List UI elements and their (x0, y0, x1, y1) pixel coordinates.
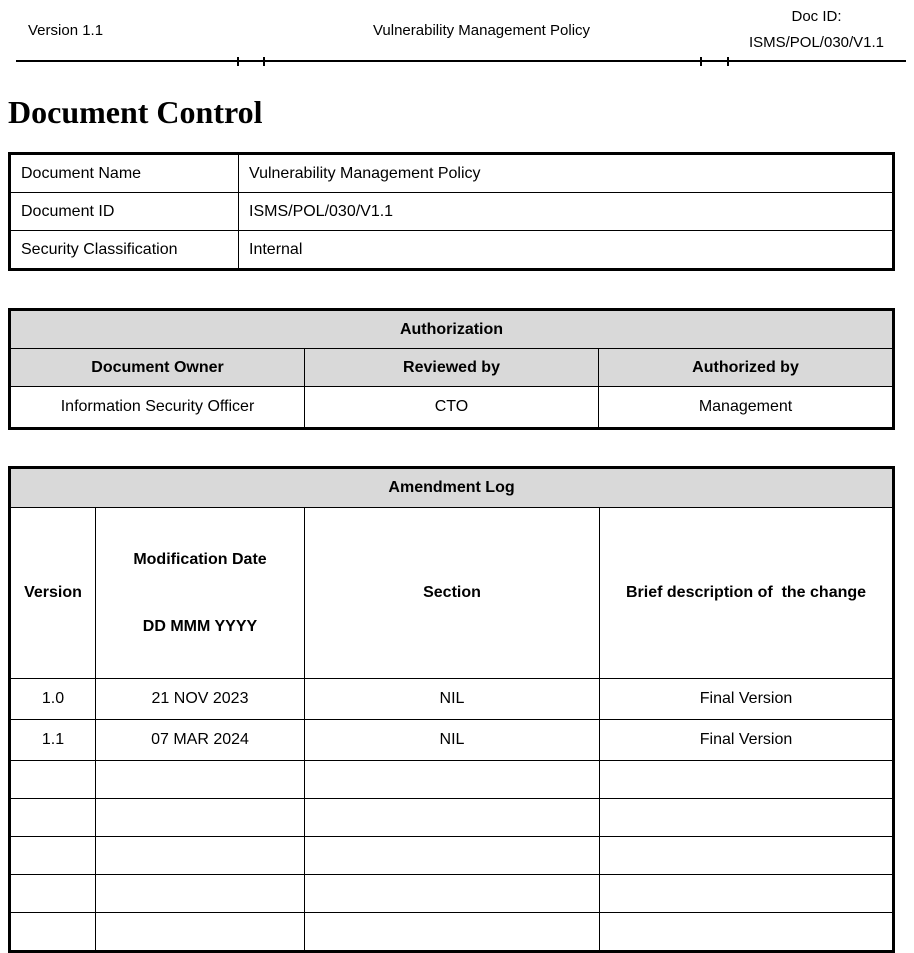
amendment-version: 1.0 (9, 678, 96, 720)
table-row: Security Classification Internal (9, 230, 894, 270)
column-header-version: Version (9, 507, 96, 679)
doc-name-label: Document Name (9, 153, 239, 193)
doc-name-value: Vulnerability Management Policy (238, 153, 894, 193)
authorization-title-row: Authorization (8, 309, 895, 349)
amendment-section: NIL (304, 678, 600, 720)
amendment-description (598, 760, 895, 799)
header-rule-tick (237, 57, 239, 66)
amendment-version (9, 912, 96, 952)
modification-date-line2: DD MMM YYYY (142, 618, 258, 635)
header-version-label: Version 1.1 (28, 21, 104, 39)
header-rule-tick (727, 57, 729, 66)
column-header-document-owner: Document Owner (9, 348, 305, 387)
amendment-date (95, 836, 305, 875)
doc-id-label: Doc ID: (791, 8, 842, 25)
column-header-reviewed-by: Reviewed by (304, 348, 599, 387)
header-divider-rule (16, 60, 906, 62)
column-header-authorized-by: Authorized by (597, 348, 895, 387)
amendment-row-empty (9, 836, 895, 875)
authorization-values-row: Information Security Officer CTO Managem… (9, 386, 895, 429)
amendment-date (95, 760, 305, 799)
document-owner-value: Information Security Officer (9, 386, 305, 429)
amendment-log-table: Amendment Log Version Modification Date … (8, 466, 896, 953)
amendment-description (598, 836, 895, 875)
table-row: Document Name Vulnerability Management P… (9, 153, 894, 193)
authorization-table: Authorization Document Owner Reviewed by… (8, 308, 896, 430)
amendment-row-empty (9, 912, 895, 952)
amendment-version (9, 798, 96, 837)
column-header-section: Section (304, 507, 600, 679)
amendment-date (95, 798, 305, 837)
header-doc-id: Doc ID: ISMS/POL/030/V1.1 (727, 4, 906, 56)
amendment-row-empty (9, 760, 895, 799)
amendment-description: Final Version (598, 678, 895, 720)
amendment-version (9, 760, 96, 799)
authorization-title: Authorization (8, 309, 895, 349)
amendment-version (9, 836, 96, 875)
authorized-by-value: Management (597, 386, 895, 429)
column-header-description: Brief description of the change (598, 507, 895, 679)
amendment-version (9, 874, 96, 913)
amendment-section (304, 798, 600, 837)
header-document-title: Vulnerability Management Policy (372, 21, 591, 39)
amendment-version: 1.1 (9, 719, 96, 761)
table-row: Document ID ISMS/POL/030/V1.1 (9, 192, 894, 231)
amendment-section (304, 760, 600, 799)
doc-id-label-cell: Document ID (9, 192, 239, 231)
amendment-date (95, 912, 305, 952)
amendment-description: Final Version (598, 719, 895, 761)
header-rule-tick (700, 57, 702, 66)
amendment-date: 21 NOV 2023 (95, 678, 305, 720)
document-info-table: Document Name Vulnerability Management P… (8, 152, 895, 271)
amendment-row-empty (9, 874, 895, 913)
column-header-modification-date: Modification Date DD MMM YYYY (95, 507, 305, 679)
amendment-date (95, 874, 305, 913)
amendment-row: 1.1 07 MAR 2024 NIL Final Version (9, 719, 895, 761)
amendment-log-title: Amendment Log (8, 467, 895, 508)
amendment-section: NIL (304, 719, 600, 761)
header-rule-tick (263, 57, 265, 66)
amendment-section (304, 912, 600, 952)
security-classification-label: Security Classification (9, 230, 239, 270)
amendment-section (304, 836, 600, 875)
doc-id-value: ISMS/POL/030/V1.1 (748, 34, 885, 51)
amendment-section (304, 874, 600, 913)
doc-id-value-cell: ISMS/POL/030/V1.1 (238, 192, 894, 231)
amendment-log-header-row: Version Modification Date DD MMM YYYY Se… (9, 507, 895, 679)
reviewed-by-value: CTO (304, 386, 599, 429)
amendment-log-title-row: Amendment Log (8, 467, 895, 508)
amendment-description (598, 912, 895, 952)
amendment-row-empty (9, 798, 895, 837)
amendment-description (598, 798, 895, 837)
security-classification-value: Internal (238, 230, 894, 270)
amendment-description (598, 874, 895, 913)
modification-date-line1: Modification Date (133, 551, 267, 568)
amendment-date: 07 MAR 2024 (95, 719, 305, 761)
authorization-header-row: Document Owner Reviewed by Authorized by (9, 348, 895, 387)
page-header: Version 1.1 Vulnerability Management Pol… (18, 0, 906, 60)
page-title: Document Control (8, 94, 263, 130)
amendment-row: 1.0 21 NOV 2023 NIL Final Version (9, 678, 895, 720)
document-page: Version 1.1 Vulnerability Management Pol… (8, 0, 906, 953)
